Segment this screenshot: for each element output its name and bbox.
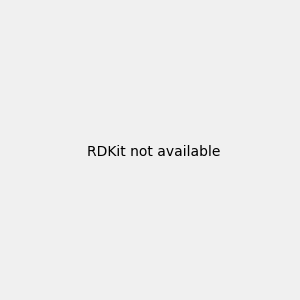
Text: RDKit not available: RDKit not available: [87, 145, 220, 158]
